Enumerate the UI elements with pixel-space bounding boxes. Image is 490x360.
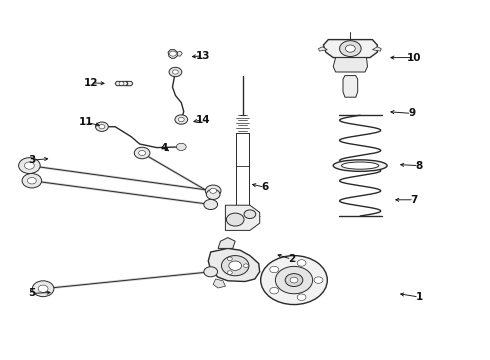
- Text: 1: 1: [416, 292, 422, 302]
- Polygon shape: [318, 47, 327, 51]
- Polygon shape: [208, 248, 260, 282]
- Circle shape: [205, 185, 221, 197]
- Circle shape: [270, 266, 279, 273]
- Polygon shape: [213, 279, 225, 288]
- Circle shape: [24, 162, 34, 169]
- Circle shape: [226, 213, 244, 226]
- Text: 14: 14: [196, 114, 211, 125]
- Circle shape: [340, 41, 361, 57]
- Circle shape: [285, 274, 303, 287]
- Circle shape: [314, 277, 323, 283]
- Circle shape: [345, 45, 355, 52]
- Circle shape: [139, 150, 146, 156]
- Text: 8: 8: [416, 161, 422, 171]
- Circle shape: [22, 174, 42, 188]
- Circle shape: [227, 271, 232, 274]
- Text: 11: 11: [78, 117, 93, 127]
- Circle shape: [227, 257, 232, 261]
- Polygon shape: [218, 238, 235, 248]
- Circle shape: [96, 122, 108, 131]
- Text: 7: 7: [410, 195, 418, 205]
- Circle shape: [27, 177, 36, 184]
- Circle shape: [229, 261, 242, 270]
- Circle shape: [169, 67, 182, 77]
- Text: 5: 5: [28, 288, 35, 298]
- Text: 9: 9: [408, 108, 415, 118]
- Circle shape: [244, 264, 248, 267]
- Circle shape: [19, 158, 40, 174]
- Circle shape: [297, 260, 306, 266]
- Polygon shape: [333, 58, 368, 72]
- Polygon shape: [372, 47, 381, 51]
- Polygon shape: [115, 81, 128, 86]
- Circle shape: [297, 294, 306, 301]
- Circle shape: [172, 70, 178, 74]
- Circle shape: [261, 256, 327, 305]
- Ellipse shape: [342, 162, 379, 169]
- Circle shape: [38, 285, 48, 292]
- Text: 3: 3: [28, 155, 35, 165]
- Circle shape: [270, 287, 279, 294]
- Text: 6: 6: [261, 182, 268, 192]
- Circle shape: [290, 277, 298, 283]
- Circle shape: [32, 281, 54, 297]
- Circle shape: [204, 199, 218, 210]
- Text: 10: 10: [407, 53, 421, 63]
- Polygon shape: [225, 205, 260, 230]
- Ellipse shape: [333, 160, 387, 171]
- Circle shape: [210, 188, 217, 193]
- Circle shape: [244, 210, 256, 219]
- Circle shape: [119, 82, 124, 85]
- Polygon shape: [126, 81, 133, 86]
- Text: 13: 13: [196, 51, 211, 61]
- Circle shape: [176, 143, 186, 150]
- Polygon shape: [343, 76, 358, 97]
- Text: 4: 4: [160, 143, 168, 153]
- Circle shape: [221, 256, 249, 276]
- Circle shape: [178, 117, 184, 122]
- Polygon shape: [177, 51, 182, 56]
- Polygon shape: [323, 40, 377, 58]
- Circle shape: [175, 115, 188, 124]
- Polygon shape: [168, 50, 177, 58]
- Text: 2: 2: [288, 254, 295, 264]
- Circle shape: [134, 147, 150, 159]
- Text: 12: 12: [83, 78, 98, 88]
- Circle shape: [206, 189, 220, 199]
- Circle shape: [204, 267, 218, 277]
- Circle shape: [99, 125, 105, 129]
- Circle shape: [275, 266, 313, 294]
- Circle shape: [170, 51, 176, 56]
